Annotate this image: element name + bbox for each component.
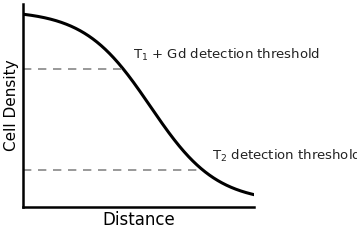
- Y-axis label: Cell Density: Cell Density: [4, 60, 19, 151]
- Text: T$_2$ detection threshold: T$_2$ detection threshold: [212, 148, 357, 164]
- X-axis label: Distance: Distance: [102, 211, 175, 229]
- Text: T$_1$ + Gd detection threshold: T$_1$ + Gd detection threshold: [132, 47, 320, 63]
